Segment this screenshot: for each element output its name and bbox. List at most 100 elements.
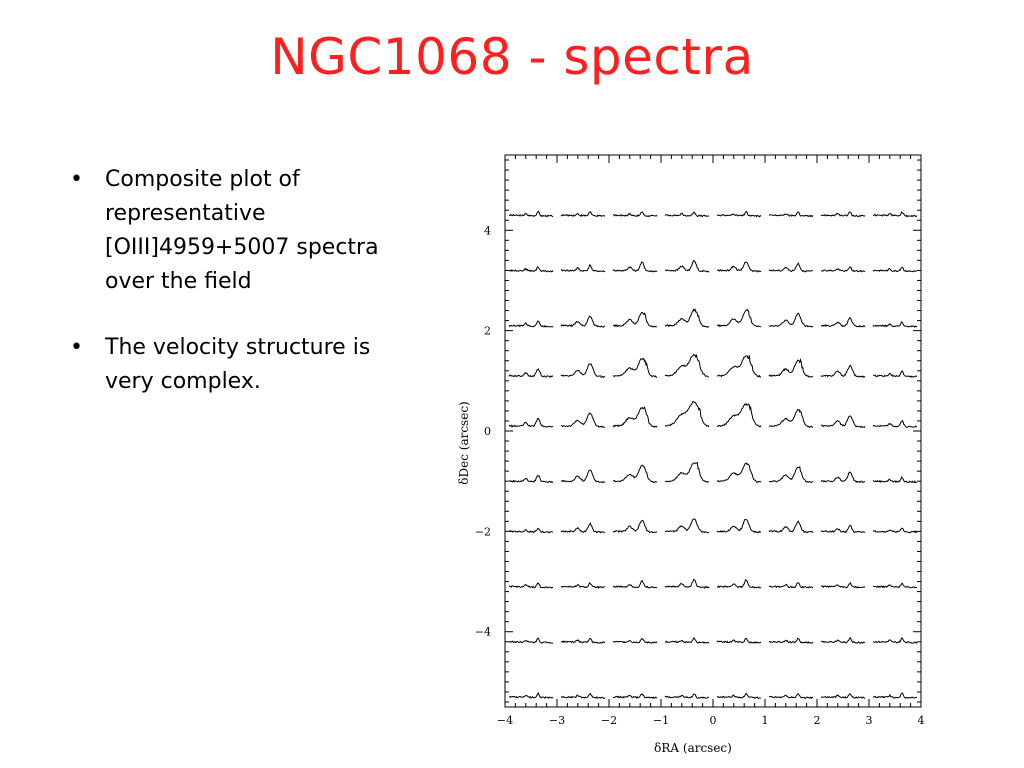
bullet-item: • Composite plot of representative [OIII… — [70, 163, 410, 299]
spectrum-line — [768, 262, 814, 273]
spectrum-line — [768, 520, 814, 534]
y-tick-label: 4 — [484, 224, 491, 237]
spectrum-line — [768, 211, 814, 218]
spectrum-line — [612, 637, 658, 644]
x-tick-label: −4 — [497, 714, 513, 727]
spectrum-line — [716, 637, 762, 644]
spectrum-line — [560, 210, 606, 218]
bullet-item: • The velocity structure is very complex… — [70, 331, 410, 399]
spectrum-line — [716, 308, 762, 328]
spectrum-line — [820, 364, 866, 378]
spectrum-line — [716, 519, 762, 534]
spectrum-line — [768, 465, 814, 483]
y-axis-label: δDec (arcsec) — [457, 401, 471, 484]
spectrum-line — [820, 581, 866, 589]
spectrum-line — [820, 211, 866, 218]
spectrum-line — [820, 524, 866, 534]
y-tick-label: 2 — [484, 325, 491, 338]
spectrum-line — [664, 578, 710, 589]
spectrum-line — [872, 637, 918, 645]
spectrum-line — [508, 582, 553, 589]
spectrum-line — [612, 580, 658, 589]
spectrum-line — [560, 638, 606, 644]
bullet-list: • Composite plot of representative [OIII… — [70, 163, 410, 431]
spectrum-line — [820, 693, 866, 699]
x-tick-label: 4 — [918, 714, 925, 727]
spectrum-line — [560, 469, 606, 484]
spectrum-line — [768, 408, 814, 429]
spectrum-line — [716, 692, 762, 699]
spectrum-line — [508, 637, 554, 644]
spectrum-line — [560, 412, 606, 429]
spectrum-line — [508, 474, 554, 484]
spectrum-line — [664, 693, 710, 699]
spectrum-line — [612, 519, 658, 534]
spectrum-line — [560, 363, 605, 378]
spectrum-line — [716, 402, 762, 428]
bullet-text: The velocity structure is very complex. — [105, 335, 371, 394]
spectrum-line — [560, 315, 606, 328]
x-tick-label: 3 — [866, 714, 873, 727]
spectrum-line — [821, 415, 866, 428]
spectrum-line — [508, 527, 554, 534]
spectrum-line — [560, 522, 606, 534]
spectrum-line — [560, 582, 606, 589]
spectrum-line — [768, 357, 813, 378]
spectrum-line — [716, 578, 762, 589]
slide-title: NGC1068 - spectra — [270, 28, 754, 86]
spectrum-line — [664, 518, 710, 534]
spectrum-line — [508, 368, 554, 378]
spectrum-line — [664, 401, 710, 428]
x-tick-label: 2 — [814, 714, 821, 727]
x-axis-label: δRA (arcsec) — [654, 741, 732, 755]
spectra-grid-chart: −4 −3 −2 −1 0 1 2 3 4 4 2 0 −2 −4 δRA (arcsec) δDec (ar… — [457, 154, 925, 755]
x-tick-label: −3 — [549, 714, 565, 727]
spectrum-line — [664, 308, 710, 328]
spectrum-line — [768, 693, 814, 699]
spectrum-line — [508, 265, 554, 273]
y-tick-label: 0 — [484, 425, 491, 438]
spectrum-line — [768, 312, 814, 328]
spectrum-line — [872, 266, 917, 273]
spectrum-line — [820, 471, 865, 484]
spectrum-line — [872, 582, 918, 589]
spectrum-line — [612, 464, 658, 484]
spectrum-line — [820, 266, 866, 273]
spectrum-line — [872, 419, 918, 428]
spectrum-line — [872, 211, 918, 218]
x-tick-label: −2 — [601, 714, 617, 727]
spectrum-line — [820, 317, 866, 328]
spectrum-line — [508, 417, 554, 428]
bullet-dot: • — [70, 167, 83, 192]
spectrum-line — [612, 693, 658, 700]
spectrum-line — [665, 637, 710, 644]
spectrum-line — [768, 582, 814, 589]
spectrum-line — [664, 462, 710, 483]
x-tick-label: −1 — [653, 714, 669, 727]
y-tick-label: −4 — [475, 626, 491, 639]
spectrum-line — [716, 355, 761, 378]
bullet-text: Composite plot of representative [OIII]4… — [105, 167, 379, 294]
spectrum-line — [508, 320, 554, 328]
y-tick-label: −2 — [475, 525, 491, 538]
spectrum-line — [560, 692, 606, 699]
spectrum-line — [612, 357, 658, 378]
spectrum-line — [872, 476, 918, 484]
spectrum-line — [664, 259, 710, 273]
spectrum-line — [664, 211, 710, 218]
spectrum-line — [613, 211, 658, 218]
spectrum-line — [664, 353, 709, 378]
plot-frame — [504, 154, 922, 708]
bullet-dot: • — [70, 335, 83, 360]
spectrum-line — [872, 370, 918, 379]
spectrum-line — [768, 637, 814, 644]
spectrum-line — [716, 462, 762, 483]
spectrum-line — [716, 261, 762, 273]
spectrum-line — [560, 264, 606, 273]
spectrum-line — [509, 692, 554, 700]
x-tick-label: 1 — [762, 714, 769, 727]
spectrum-line — [612, 312, 658, 328]
x-tick-label: 0 — [710, 714, 717, 727]
spectrum-line — [612, 261, 658, 273]
spectrum-line — [612, 406, 658, 428]
